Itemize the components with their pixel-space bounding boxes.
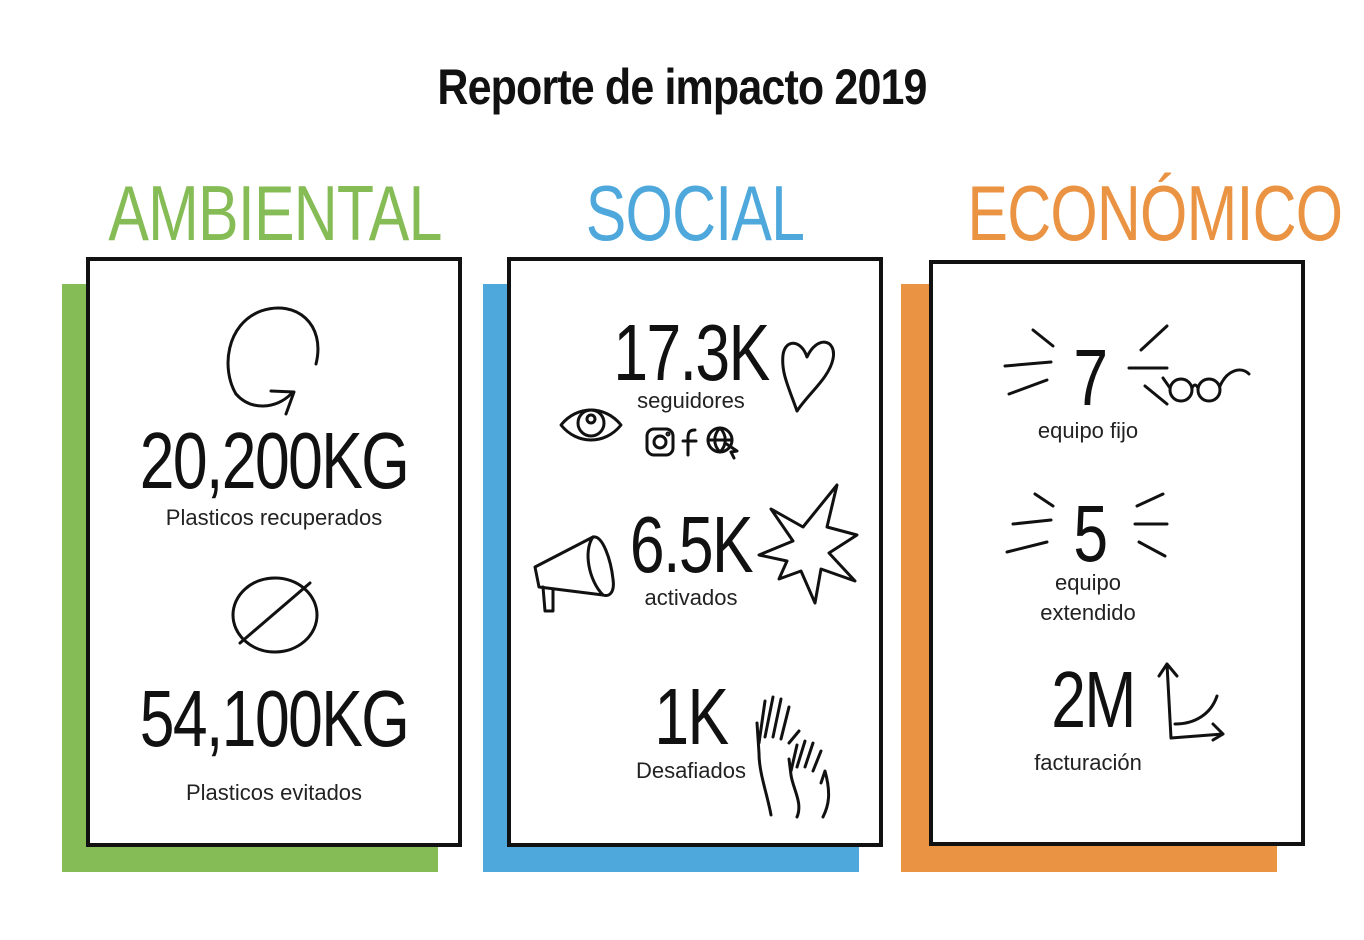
plasticos-evitados-label: Plasticos evitados bbox=[185, 780, 363, 805]
seguidores-label: seguidores bbox=[637, 388, 745, 413]
web-icon bbox=[706, 426, 739, 460]
page-title: Reporte de impacto 2019 bbox=[437, 59, 927, 115]
equipo-extendido-label-2: extendido bbox=[1040, 600, 1136, 625]
social-card: 17.3K seguidores 6.5K activados 1K Desaf… bbox=[507, 257, 883, 847]
desafiados-value: 1K bbox=[654, 672, 729, 761]
facturacion-value: 2M bbox=[1051, 655, 1136, 744]
plasticos-evitados-value: 54,100KG bbox=[139, 674, 410, 763]
seguidores-value: 17.3K bbox=[613, 308, 770, 397]
equipo-fijo-value: 7 bbox=[1073, 333, 1108, 422]
economico-card: 7 equipo fijo 5 equipo extendido 2M fact… bbox=[929, 260, 1305, 846]
sparkle-lines-right-2-icon bbox=[1133, 492, 1169, 558]
ambiental-heading: AMBIENTAL bbox=[108, 169, 442, 257]
sparkle-lines-right-icon bbox=[1127, 324, 1169, 406]
desafiados-label: Desafiados bbox=[635, 758, 747, 783]
facturacion-label: facturación bbox=[1034, 750, 1142, 775]
instagram-icon bbox=[645, 427, 675, 457]
heart-icon bbox=[781, 340, 835, 413]
recycle-arrow-icon bbox=[226, 306, 320, 416]
raised-hands-icon bbox=[755, 695, 831, 819]
activados-value: 6.5K bbox=[629, 500, 754, 589]
sparkle-lines-left-icon bbox=[1003, 328, 1055, 396]
equipo-extendido-label-1: equipo bbox=[1054, 570, 1122, 595]
prohibited-icon bbox=[231, 576, 319, 654]
economico-heading: ECONÓMICO bbox=[967, 169, 1343, 257]
facebook-icon bbox=[681, 428, 698, 457]
glasses-icon bbox=[1161, 368, 1251, 403]
megaphone-icon bbox=[533, 535, 615, 613]
eye-icon bbox=[559, 408, 623, 442]
activados-label: activados bbox=[644, 585, 738, 610]
growth-chart-icon bbox=[1157, 662, 1225, 742]
sparkle-lines-left-2-icon bbox=[1005, 492, 1055, 554]
plasticos-recuperados-label: Plasticos recuperados bbox=[165, 505, 383, 530]
plasticos-recuperados-value: 20,200KG bbox=[139, 416, 410, 505]
equipo-extendido-value: 5 bbox=[1073, 489, 1108, 578]
burst-icon bbox=[757, 483, 859, 605]
social-heading: SOCIAL bbox=[585, 169, 805, 257]
ambiental-card: 20,200KG Plasticos recuperados 54,100KG … bbox=[86, 257, 462, 847]
equipo-fijo-label: equipo fijo bbox=[1037, 418, 1139, 443]
